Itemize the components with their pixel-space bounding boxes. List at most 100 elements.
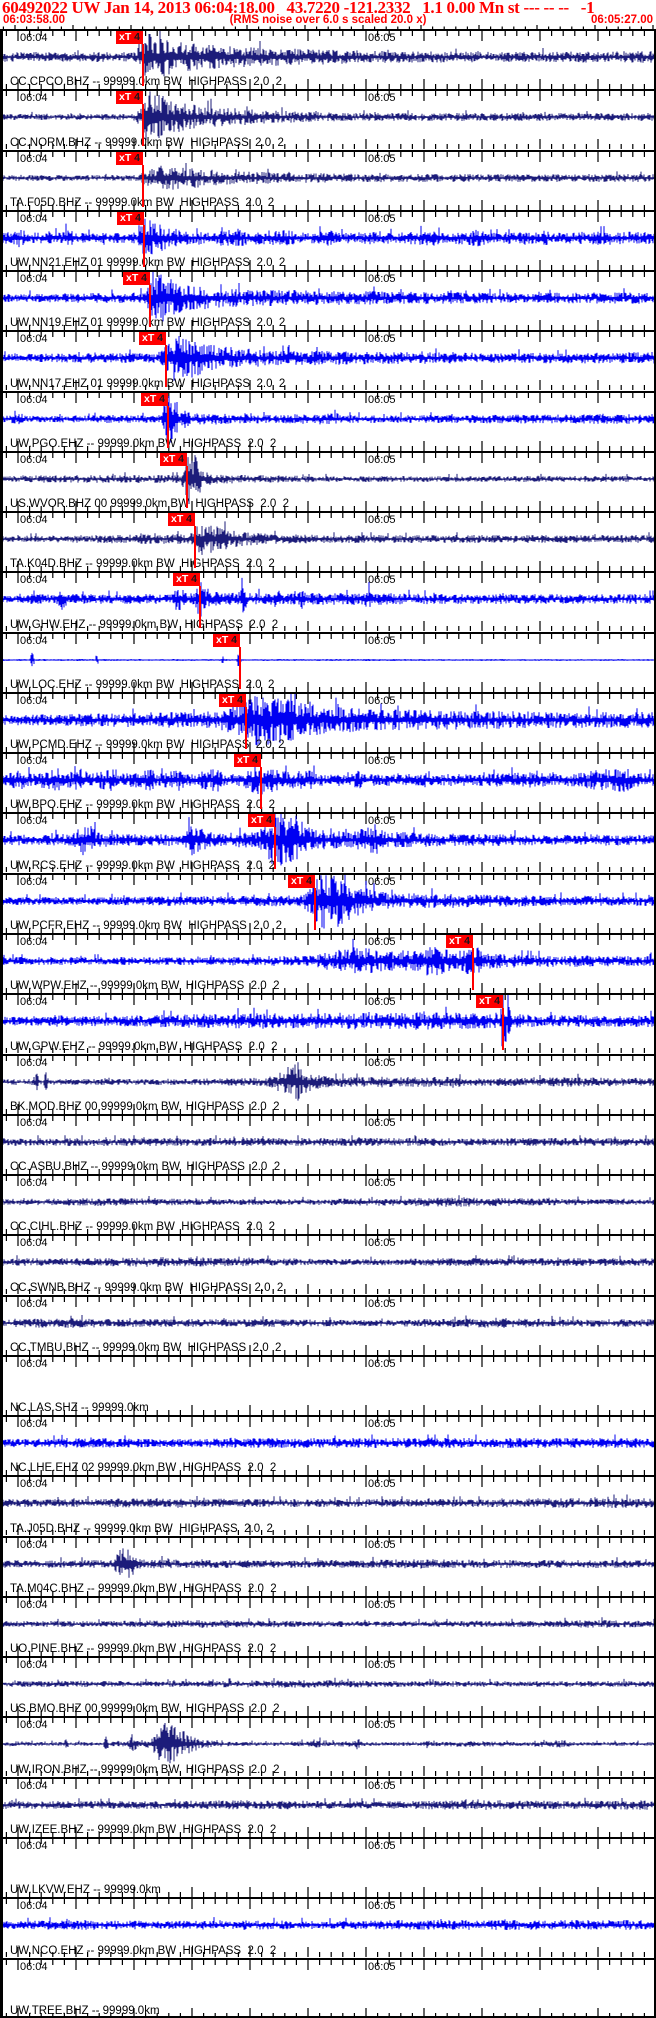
waveform-plot[interactable] bbox=[3, 513, 654, 572]
waveform-plot[interactable] bbox=[3, 1356, 654, 1415]
waveform-plot[interactable] bbox=[3, 1959, 654, 2018]
pick-flag[interactable]: xT 4 bbox=[116, 31, 143, 44]
waveform-trace[interactable] bbox=[3, 336, 654, 381]
pick-line[interactable] bbox=[167, 405, 169, 448]
waveform-trace[interactable] bbox=[3, 521, 654, 556]
waveform-trace[interactable] bbox=[3, 162, 654, 190]
waveform-plot[interactable] bbox=[3, 91, 654, 150]
waveform-plot[interactable] bbox=[3, 1417, 654, 1476]
pick-line[interactable] bbox=[260, 767, 262, 810]
waveform-trace[interactable] bbox=[3, 1617, 654, 1628]
waveform-trace[interactable] bbox=[3, 652, 654, 668]
waveform-plot[interactable] bbox=[3, 1296, 654, 1355]
pick-flag[interactable]: xT 4 bbox=[219, 693, 246, 707]
waveform-plot[interactable] bbox=[3, 272, 654, 331]
pick-flag[interactable]: xT 4 bbox=[123, 272, 150, 286]
waveform-plot[interactable] bbox=[3, 995, 654, 1054]
waveform-trace[interactable] bbox=[3, 1434, 654, 1449]
pick-line[interactable] bbox=[165, 345, 167, 388]
waveform-plot[interactable] bbox=[3, 392, 654, 451]
waveform-trace[interactable] bbox=[3, 938, 654, 976]
waveform-plot[interactable] bbox=[3, 633, 654, 692]
waveform-plot[interactable] bbox=[3, 874, 654, 933]
pick-flag[interactable]: xT 4 bbox=[446, 934, 473, 948]
pick-flag[interactable]: xT 4 bbox=[116, 91, 143, 105]
waveform-trace[interactable] bbox=[3, 1494, 654, 1509]
pick-line[interactable] bbox=[245, 706, 247, 749]
pick-line[interactable] bbox=[239, 646, 241, 689]
waveform-trace[interactable] bbox=[3, 218, 654, 254]
pick-flag[interactable]: xT 4 bbox=[234, 754, 261, 768]
waveform-plot[interactable] bbox=[3, 1778, 654, 1837]
waveform-trace[interactable] bbox=[3, 578, 654, 623]
waveform-plot[interactable] bbox=[3, 1838, 654, 1897]
waveform-trace[interactable] bbox=[3, 814, 654, 866]
waveform-trace[interactable] bbox=[3, 1314, 654, 1328]
waveform-plot[interactable] bbox=[3, 1537, 654, 1596]
waveform-plot[interactable] bbox=[3, 1899, 654, 1958]
tick-marks bbox=[5, 1296, 645, 1355]
waveform-trace[interactable] bbox=[3, 995, 654, 1047]
waveform-trace[interactable] bbox=[3, 874, 654, 929]
waveform-trace[interactable] bbox=[3, 31, 654, 77]
waveform-plot[interactable] bbox=[3, 1658, 654, 1717]
waveform-plot[interactable] bbox=[3, 1597, 654, 1656]
pick-flag[interactable]: xT 4 bbox=[213, 633, 240, 647]
pick-line[interactable] bbox=[142, 44, 144, 86]
pick-line[interactable] bbox=[194, 526, 196, 569]
waveform-trace[interactable] bbox=[3, 1797, 654, 1810]
pick-line[interactable] bbox=[502, 1008, 504, 1051]
time-label-right: 06:05 bbox=[368, 393, 396, 406]
waveform-trace[interactable] bbox=[3, 755, 654, 795]
pick-line[interactable] bbox=[314, 887, 316, 930]
pick-flag[interactable]: xT 4 bbox=[168, 513, 195, 527]
pick-flag[interactable]: xT 4 bbox=[160, 452, 187, 466]
pick-line[interactable] bbox=[274, 827, 276, 870]
pick-line[interactable] bbox=[142, 104, 144, 147]
waveform-plot[interactable] bbox=[3, 151, 654, 210]
pick-flag[interactable]: xT 4 bbox=[476, 995, 503, 1009]
waveform-plot[interactable] bbox=[3, 332, 654, 391]
waveform-plot[interactable] bbox=[3, 754, 654, 813]
waveform-plot[interactable] bbox=[3, 31, 654, 89]
waveform-trace[interactable] bbox=[3, 1195, 654, 1207]
waveform-plot[interactable] bbox=[3, 1236, 654, 1295]
waveform-plot[interactable] bbox=[3, 1477, 654, 1536]
pick-line[interactable] bbox=[472, 947, 474, 990]
waveform-plot[interactable] bbox=[3, 934, 654, 993]
waveform-trace[interactable] bbox=[3, 1677, 654, 1688]
waveform-trace[interactable] bbox=[3, 272, 654, 322]
waveform-trace[interactable] bbox=[3, 1723, 654, 1764]
pick-flag[interactable]: xT 4 bbox=[116, 151, 143, 165]
pick-flag[interactable]: xT 4 bbox=[141, 392, 168, 406]
pick-line[interactable] bbox=[199, 586, 201, 629]
pick-flag[interactable]: xT 4 bbox=[248, 814, 275, 828]
waveform-plot[interactable] bbox=[3, 211, 654, 270]
time-label-left: 06:04 bbox=[20, 574, 48, 587]
waveform-plot[interactable] bbox=[3, 573, 654, 632]
waveform-trace[interactable] bbox=[3, 1255, 654, 1268]
waveform-trace[interactable] bbox=[3, 1134, 654, 1146]
pick-line[interactable] bbox=[149, 285, 151, 328]
waveform-plot[interactable] bbox=[3, 1718, 654, 1777]
waveform-plot[interactable] bbox=[3, 1115, 654, 1174]
waveform-trace[interactable] bbox=[3, 1548, 654, 1578]
waveform-plot[interactable] bbox=[3, 1176, 654, 1235]
waveform-trace[interactable] bbox=[3, 1061, 654, 1101]
waveform-trace[interactable] bbox=[3, 454, 654, 504]
waveform-plot[interactable] bbox=[3, 1055, 654, 1114]
waveform-trace[interactable] bbox=[3, 91, 654, 141]
pick-line[interactable] bbox=[142, 164, 144, 207]
pick-flag[interactable]: xT 4 bbox=[139, 332, 166, 346]
waveform-trace[interactable] bbox=[3, 693, 654, 746]
waveform-plot[interactable] bbox=[3, 693, 654, 752]
pick-flag[interactable]: xT 4 bbox=[117, 211, 144, 225]
pick-flag[interactable]: xT 4 bbox=[173, 573, 200, 587]
waveform-plot[interactable] bbox=[3, 452, 654, 511]
waveform-trace[interactable] bbox=[3, 395, 654, 443]
waveform-trace[interactable] bbox=[3, 1917, 654, 1931]
pick-line[interactable] bbox=[186, 465, 188, 508]
pick-flag[interactable]: xT 4 bbox=[288, 874, 315, 888]
waveform-plot[interactable] bbox=[3, 814, 654, 873]
pick-line[interactable] bbox=[143, 224, 145, 267]
